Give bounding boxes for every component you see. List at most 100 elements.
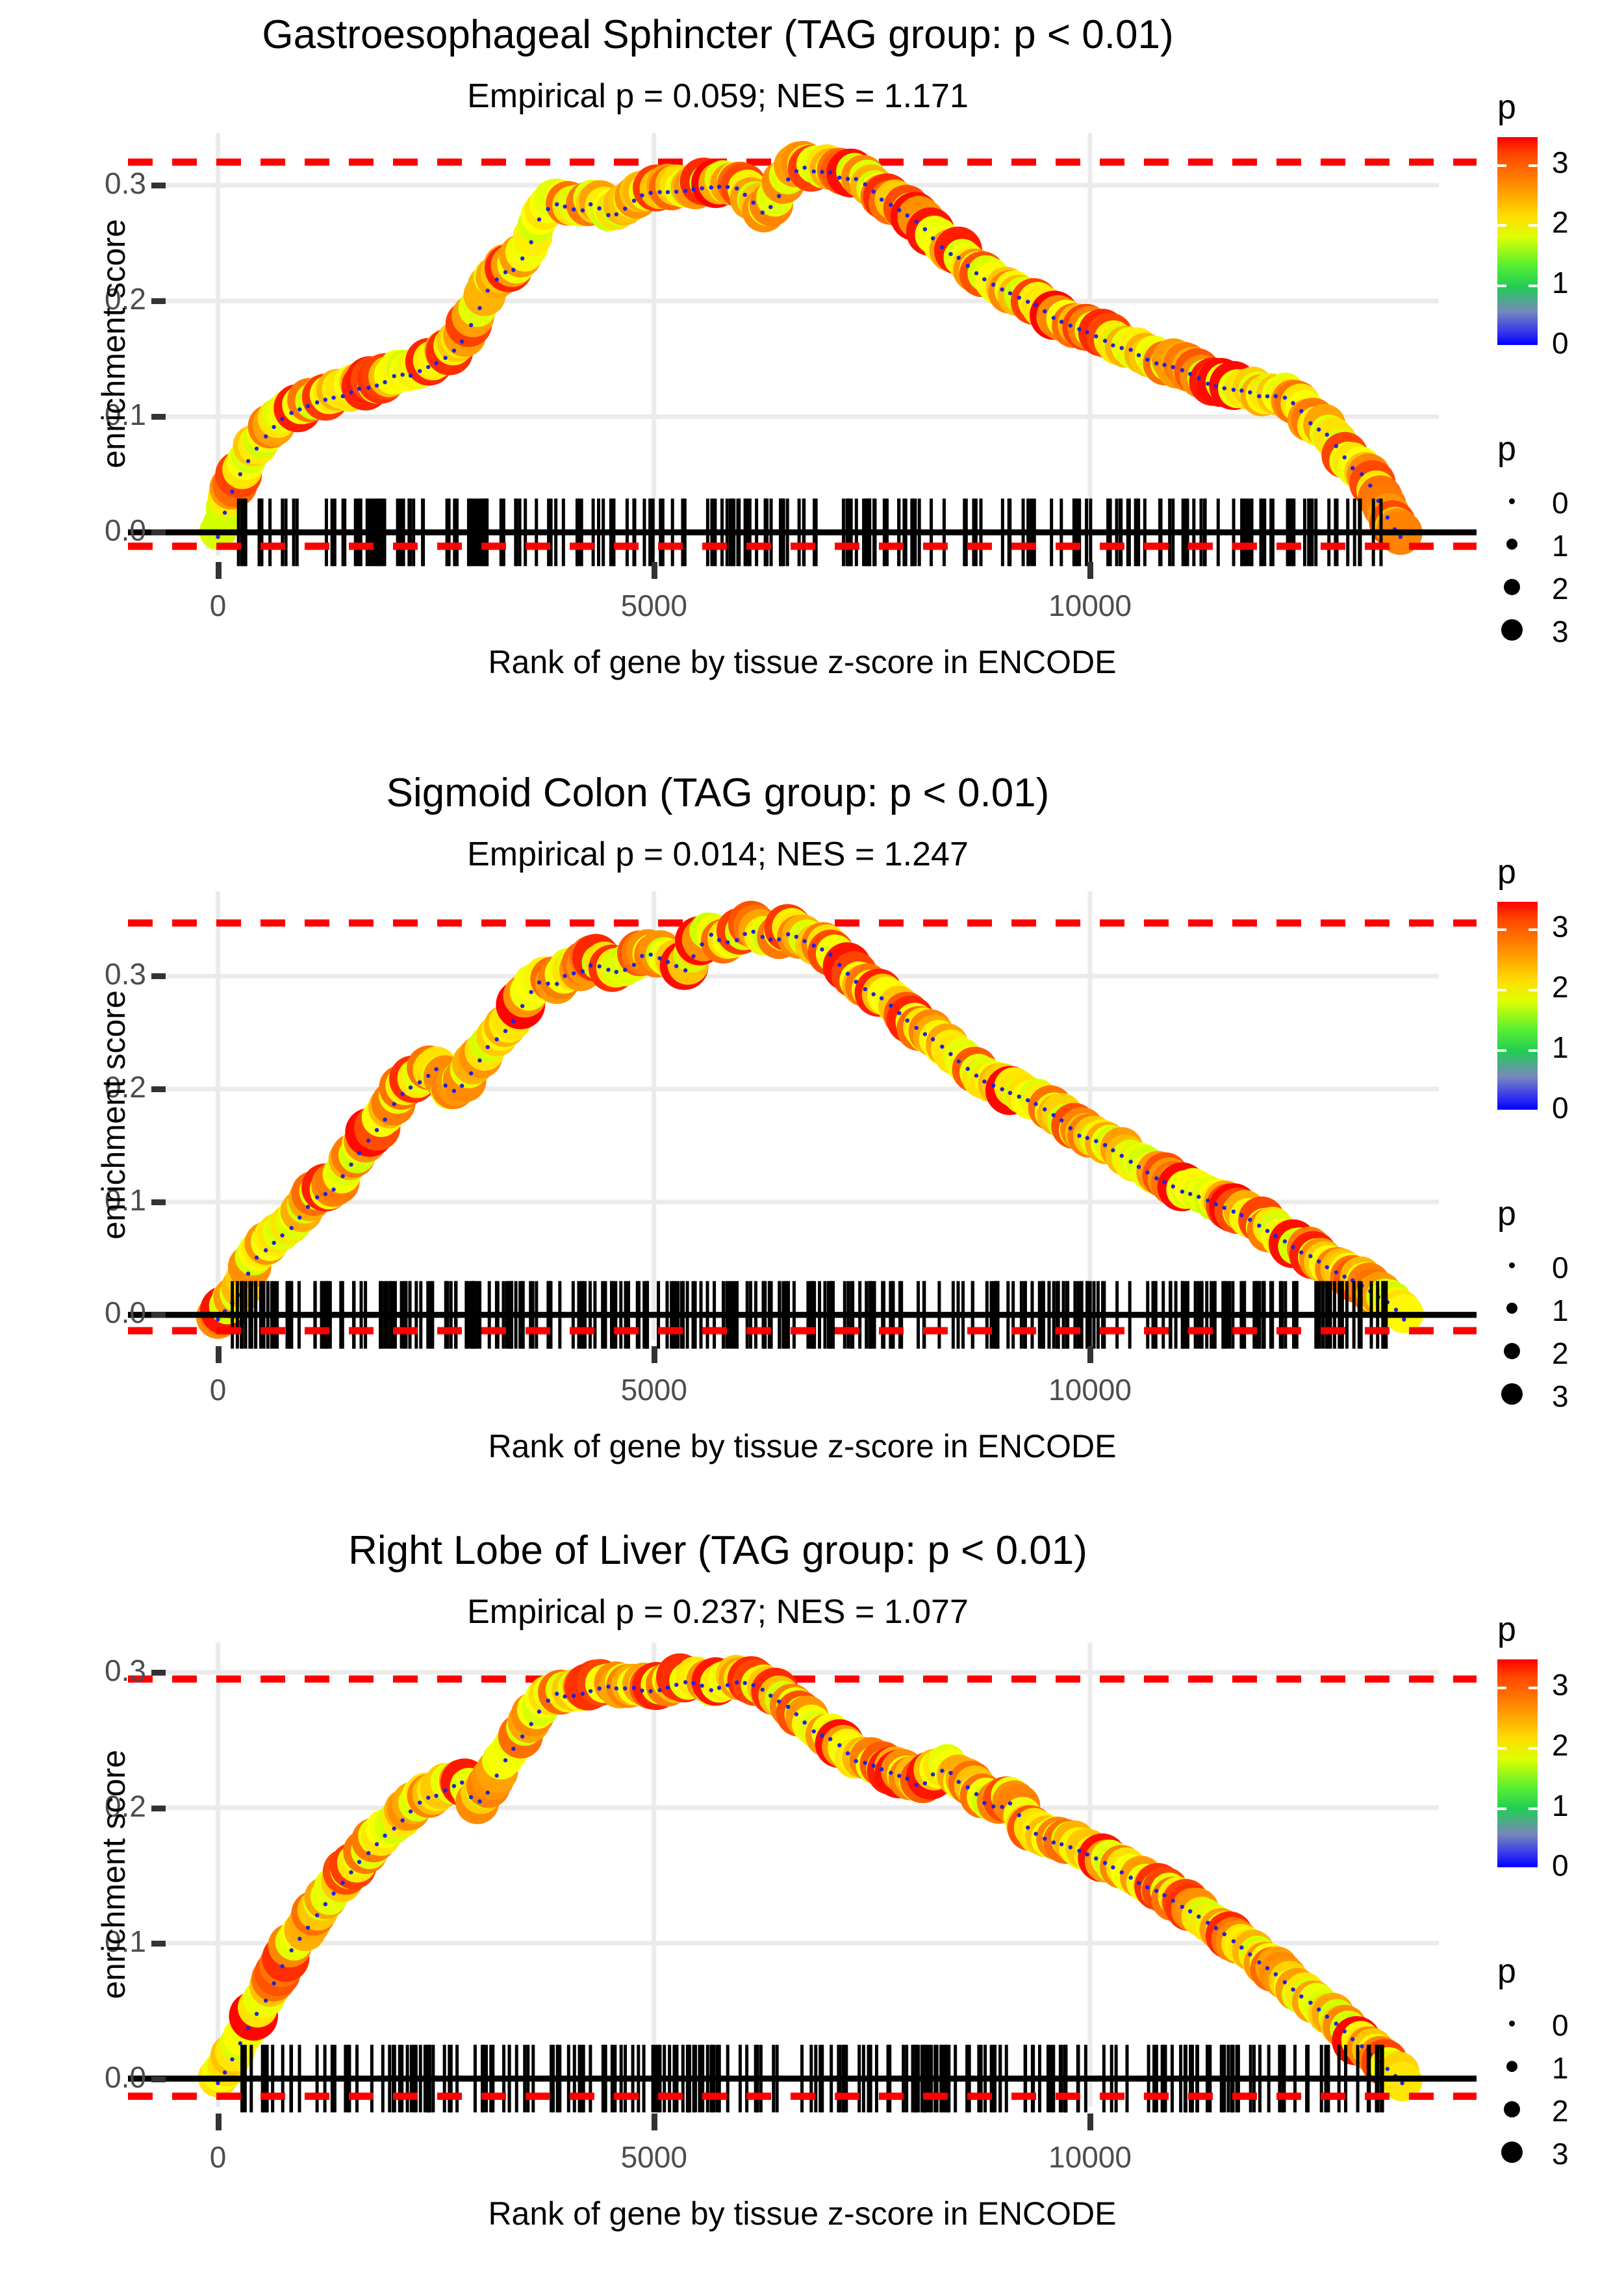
enrichment-point-small — [991, 283, 996, 287]
panel-title: Right Lobe of Liver (TAG group: p < 0.01… — [348, 1528, 1087, 1574]
enrichment-point-small — [460, 1083, 464, 1088]
enrichment-point-small — [357, 1859, 362, 1865]
enrichment-point-small — [1008, 291, 1013, 296]
enrichment-point-small — [485, 1045, 490, 1049]
enrichment-point-small — [1317, 1258, 1321, 1264]
enrichment-point-small — [589, 1689, 593, 1694]
enrichment-point-small — [1043, 309, 1047, 314]
enrichment-point-small — [511, 1019, 516, 1023]
enrichment-point-small — [238, 2041, 242, 2046]
enrichment-point-small — [1360, 472, 1364, 477]
enrichment-point-small — [222, 510, 227, 515]
enrichment-point-small — [751, 929, 755, 934]
enrichment-point-small — [477, 306, 482, 311]
enrichment-point-small — [820, 1733, 824, 1738]
enrichment-point-small — [469, 1071, 474, 1075]
enrichment-point-small — [1239, 1945, 1244, 1950]
enrichment-point-small — [700, 186, 704, 190]
enrichment-point-small — [1291, 1987, 1295, 1992]
y-tick-label: 0.3 — [105, 1654, 146, 1688]
enrichment-point-small — [1128, 1159, 1133, 1164]
enrichment-point-small — [674, 964, 679, 968]
enrichment-point-small — [794, 1712, 799, 1717]
enrichment-point-small — [854, 979, 858, 984]
color-legend-tick — [1529, 928, 1538, 932]
enrichment-point-small — [982, 1801, 987, 1806]
enrichment-point-small — [742, 192, 747, 197]
enrichment-point-small — [1034, 1832, 1038, 1837]
enrichment-point-small — [572, 1694, 576, 1698]
enrichment-point-small — [880, 1767, 884, 1772]
enrichment-point-small — [230, 489, 235, 494]
enrichment-point-small — [222, 2070, 227, 2075]
enrichment-point-small — [760, 934, 765, 939]
enrichment-point-small — [1257, 1960, 1262, 1965]
enrichment-point-small — [786, 932, 791, 936]
enrichment-point-small — [1162, 1179, 1167, 1184]
enrichment-point-small — [298, 407, 302, 412]
enrichment-point-small — [331, 1187, 336, 1192]
enrichment-point-small — [1094, 1856, 1098, 1861]
enrichment-point-small — [820, 170, 824, 174]
enrichment-point-small — [254, 1255, 259, 1260]
enrichment-point-small — [1248, 1217, 1252, 1222]
size-legend-dot — [1506, 2060, 1517, 2072]
enrichment-point-small — [511, 268, 516, 272]
enrichment-point-small — [640, 193, 644, 198]
enrichment-point-small — [264, 1247, 268, 1253]
enrichment-point-small — [709, 185, 714, 190]
enrichment-point-small — [665, 190, 670, 194]
x-tick-mark — [651, 2114, 657, 2131]
enrichment-point-small — [889, 1003, 893, 1008]
y-tick-mark — [151, 1805, 166, 1811]
enrichment-point-small — [529, 1722, 533, 1727]
enrichment-point-small — [408, 374, 413, 378]
enrichment-point-small — [511, 1746, 516, 1752]
enrichment-point-small — [905, 1018, 909, 1023]
enrichment-point-small — [1325, 2014, 1330, 2019]
enrichment-point-small — [357, 1151, 362, 1155]
enrichment-point-small — [1197, 1915, 1201, 1919]
enrichment-point-small — [948, 1051, 953, 1056]
enrichment-point-small — [529, 990, 533, 994]
enrichment-point-small — [1188, 1909, 1193, 1914]
enrichment-point-small — [546, 981, 550, 986]
enrichment-point-small — [1068, 1845, 1073, 1850]
color-legend-tick — [1529, 1867, 1538, 1871]
enrichment-point-small — [1171, 1898, 1176, 1903]
enrichment-point-small — [1102, 339, 1108, 343]
y-tick-label: 0.2 — [105, 1069, 146, 1104]
x-tick-label: 0 — [209, 1372, 227, 1407]
enrichment-point-small — [777, 937, 781, 941]
enrichment-point-small — [230, 2057, 235, 2062]
enrichment-point-small — [863, 182, 868, 186]
enrichment-point-small — [889, 203, 893, 207]
enrichment-point-small — [349, 390, 353, 395]
enrichment-point-small — [400, 372, 405, 377]
enrichment-point-small — [1213, 1201, 1219, 1207]
enrichment-point-small — [1026, 1826, 1030, 1830]
enrichment-point-small — [298, 1937, 302, 1941]
enrichment-point-small — [965, 1785, 971, 1790]
enrichment-point-small — [216, 535, 220, 539]
enrichment-point-small — [1154, 1176, 1159, 1181]
enrichment-point-small — [254, 2012, 259, 2017]
enrichment-point-small — [1102, 1142, 1108, 1147]
size-legend-title: p — [1497, 1952, 1516, 1991]
enrichment-point-small — [477, 1799, 482, 1804]
enrichment-point-small — [494, 1037, 499, 1041]
enrichment-point-small — [709, 932, 714, 937]
enrichment-point-small — [1085, 1135, 1090, 1140]
enrichment-point-small — [777, 194, 781, 198]
plot-graphics — [128, 891, 1477, 1349]
enrichment-point-small — [811, 169, 817, 174]
enrichment-point-small — [555, 981, 559, 986]
color-legend-label: 0 — [1552, 326, 1569, 360]
color-legend-tick — [1529, 1049, 1538, 1052]
enrichment-panel: Right Lobe of Liver (TAG group: p < 0.01… — [0, 1516, 1624, 2274]
y-tick-label: 0.1 — [105, 1182, 146, 1217]
enrichment-point-small — [520, 1003, 525, 1008]
enrichment-point-small — [640, 1689, 644, 1693]
enrichment-point-small — [546, 207, 550, 211]
color-legend-tick — [1529, 989, 1538, 992]
